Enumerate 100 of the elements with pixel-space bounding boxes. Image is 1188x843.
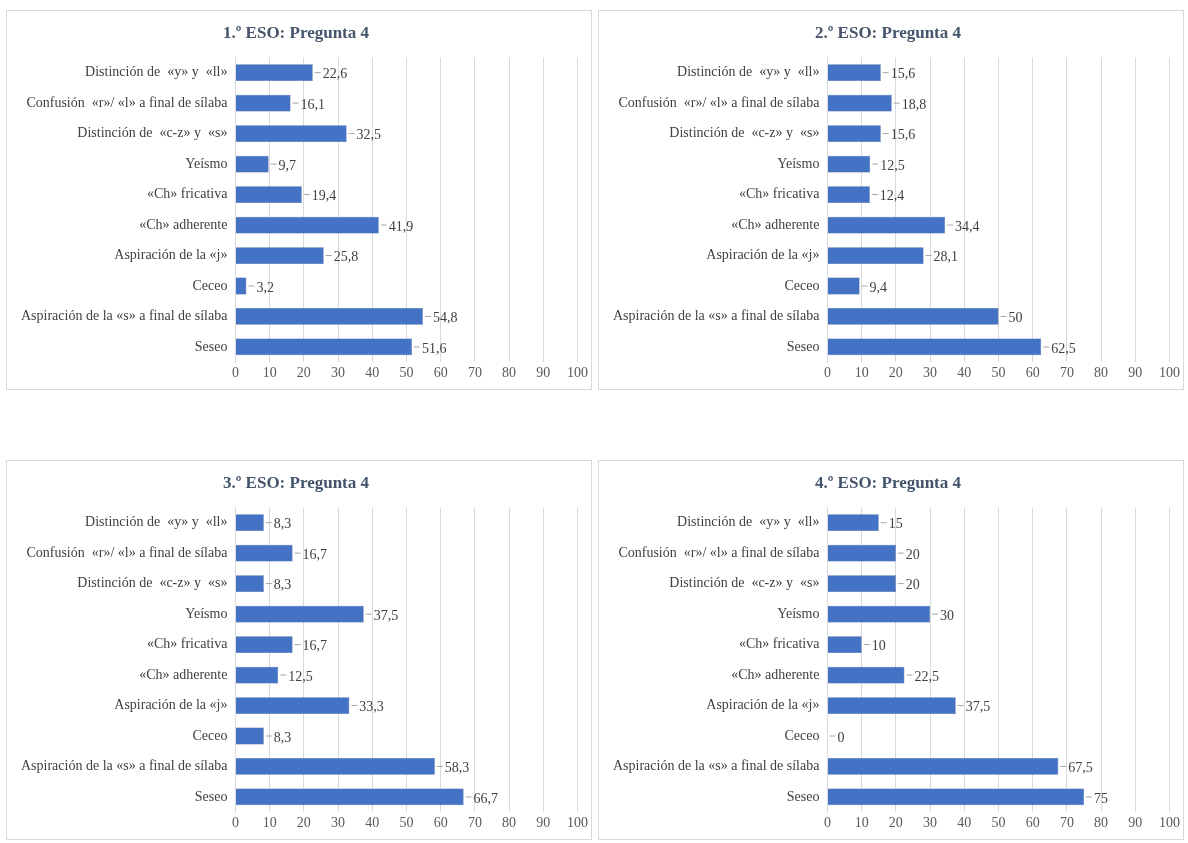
y-tick-label: «Ch» adherente (731, 216, 820, 232)
y-tick-label: Seseo (194, 338, 228, 354)
x-tick-label: 30 (331, 365, 346, 381)
x-tick-label: 100 (567, 815, 588, 831)
x-tick-label: 90 (536, 815, 551, 831)
x-tick-label: 30 (923, 815, 938, 831)
y-tick-label: Seseo (786, 338, 820, 354)
data-label: 16,7 (302, 638, 328, 654)
chart-title: 4.º ESO: Pregunta 4 (814, 472, 962, 492)
data-label: 19,4 (311, 188, 337, 204)
y-tick-label: Aspiración de la «j» (114, 697, 228, 713)
data-label: 75 (1093, 790, 1108, 806)
data-label: 15 (888, 516, 903, 532)
y-tick-label: «Ch» adherente (139, 216, 228, 232)
x-tick-label: 90 (536, 365, 551, 381)
x-tick-label: 40 (365, 815, 380, 831)
data-label: 12,4 (879, 188, 905, 204)
data-label: 62,5 (1051, 340, 1076, 356)
data-label: 20 (905, 577, 920, 593)
x-tick-label: 100 (1159, 815, 1180, 831)
y-tick-label: Ceceo (192, 277, 228, 293)
data-label: 22,6 (322, 66, 348, 82)
x-tick-label: 0 (823, 815, 831, 831)
data-label: 15,6 (890, 66, 916, 82)
y-tick-label: Seseo (194, 788, 228, 804)
y-tick-label: Distinción de «y» y «ll» (85, 64, 228, 80)
x-tick-label: 10 (854, 815, 869, 831)
x-tick-label: 70 (467, 815, 482, 831)
y-tick-label: Distinción de «c-z» y «s» (77, 575, 228, 591)
x-tick-label: 50 (991, 815, 1006, 831)
data-label: 8,3 (273, 577, 292, 593)
y-tick-label: Confusión «r»/ «l» a final de sílaba (618, 544, 821, 560)
y-tick-label: Yeísmo (185, 605, 228, 621)
y-tick-label: Aspiración de la «s» a final de sílaba (20, 758, 229, 774)
chart-title: 1.º ESO: Pregunta 4 (222, 22, 370, 42)
data-label: 9,7 (278, 157, 297, 173)
x-tick-label: 20 (296, 815, 311, 831)
y-tick-label: Distinción de «c-z» y «s» (669, 125, 820, 141)
y-tick-label: Distinción de «y» y «ll» (677, 64, 820, 80)
x-tick-label: 70 (467, 365, 482, 381)
data-label: 8,3 (273, 729, 292, 745)
data-label: 32,5 (356, 127, 382, 143)
data-label: 10 (871, 638, 886, 654)
x-tick-label: 40 (365, 365, 380, 381)
x-tick-label: 90 (1128, 365, 1143, 381)
y-tick-label: «Ch» fricativa (146, 636, 229, 652)
data-label: 12,5 (880, 157, 905, 173)
x-tick-label: 100 (567, 365, 588, 381)
x-tick-label: 10 (262, 365, 277, 381)
data-label: 3,2 (256, 279, 274, 295)
y-tick-label: Ceceo (192, 727, 228, 743)
data-label: 34,4 (955, 218, 980, 234)
x-tick-label: 80 (1094, 815, 1109, 831)
data-label: 9,4 (869, 279, 888, 295)
x-tick-label: 50 (991, 365, 1006, 381)
x-tick-label: 20 (888, 815, 903, 831)
x-tick-label: 80 (502, 815, 517, 831)
y-tick-label: Aspiración de la «j» (706, 697, 820, 713)
y-tick-label: Aspiración de la «s» a final de sílaba (20, 308, 229, 324)
y-tick-label: Aspiración de la «s» a final de sílaba (612, 758, 821, 774)
data-label: 50 (1008, 310, 1023, 326)
x-tick-label: 100 (1159, 365, 1180, 381)
data-label: 51,6 (421, 340, 447, 356)
x-tick-label: 60 (1025, 815, 1040, 831)
data-label: 20 (905, 546, 920, 562)
data-label: 16,7 (302, 546, 328, 562)
data-label: 28,1 (933, 249, 959, 265)
data-label: 0 (837, 729, 845, 745)
data-label: 41,9 (388, 218, 414, 234)
y-tick-label: Distinción de «c-z» y «s» (77, 125, 228, 141)
y-tick-label: «Ch» fricativa (738, 186, 821, 202)
y-tick-label: «Ch» fricativa (738, 636, 821, 652)
chart-title: 2.º ESO: Pregunta 4 (814, 22, 962, 42)
y-tick-label: Aspiración de la «s» a final de sílaba (612, 308, 821, 324)
y-tick-label: Confusión «r»/ «l» a final de sílaba (26, 94, 229, 110)
x-tick-label: 30 (923, 365, 938, 381)
data-label: 12,5 (288, 668, 313, 684)
data-label: 30 (940, 607, 955, 623)
data-label: 37,5 (373, 607, 399, 623)
y-tick-label: «Ch» fricativa (146, 186, 229, 202)
x-tick-label: 0 (823, 365, 831, 381)
y-tick-label: Yeísmo (777, 155, 820, 171)
x-tick-label: 50 (399, 365, 414, 381)
y-tick-label: Aspiración de la «j» (706, 247, 820, 263)
data-label: 37,5 (965, 699, 991, 715)
data-label: 15,6 (890, 127, 916, 143)
y-tick-label: Yeísmo (777, 605, 820, 621)
x-tick-label: 0 (231, 365, 239, 381)
x-tick-label: 0 (231, 815, 239, 831)
y-tick-label: Distinción de «c-z» y «s» (669, 575, 820, 591)
x-tick-label: 10 (854, 365, 869, 381)
data-label: 66,7 (473, 790, 499, 806)
data-label: 33,3 (359, 699, 384, 715)
y-tick-label: Confusión «r»/ «l» a final de sílaba (618, 94, 821, 110)
x-tick-label: 20 (888, 365, 903, 381)
y-tick-label: «Ch» adherente (139, 666, 228, 682)
x-tick-label: 80 (1094, 365, 1109, 381)
x-tick-label: 30 (331, 815, 346, 831)
x-tick-label: 60 (433, 365, 448, 381)
chart-title: 3.º ESO: Pregunta 4 (222, 472, 370, 492)
